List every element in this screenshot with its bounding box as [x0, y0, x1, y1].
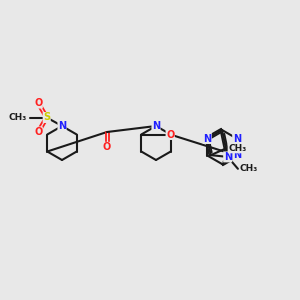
- Text: N: N: [233, 134, 241, 143]
- Text: N: N: [58, 121, 66, 131]
- Text: N: N: [203, 134, 211, 143]
- Text: N: N: [233, 151, 241, 160]
- Text: N: N: [152, 121, 160, 131]
- Text: O: O: [166, 130, 174, 140]
- Text: CH₃: CH₃: [240, 164, 258, 173]
- Text: N: N: [224, 152, 232, 162]
- Text: O: O: [34, 98, 42, 108]
- Text: CH₃: CH₃: [8, 113, 27, 122]
- Text: O: O: [103, 142, 111, 152]
- Text: S: S: [43, 112, 50, 122]
- Text: CH₃: CH₃: [228, 144, 246, 153]
- Text: O: O: [34, 127, 42, 137]
